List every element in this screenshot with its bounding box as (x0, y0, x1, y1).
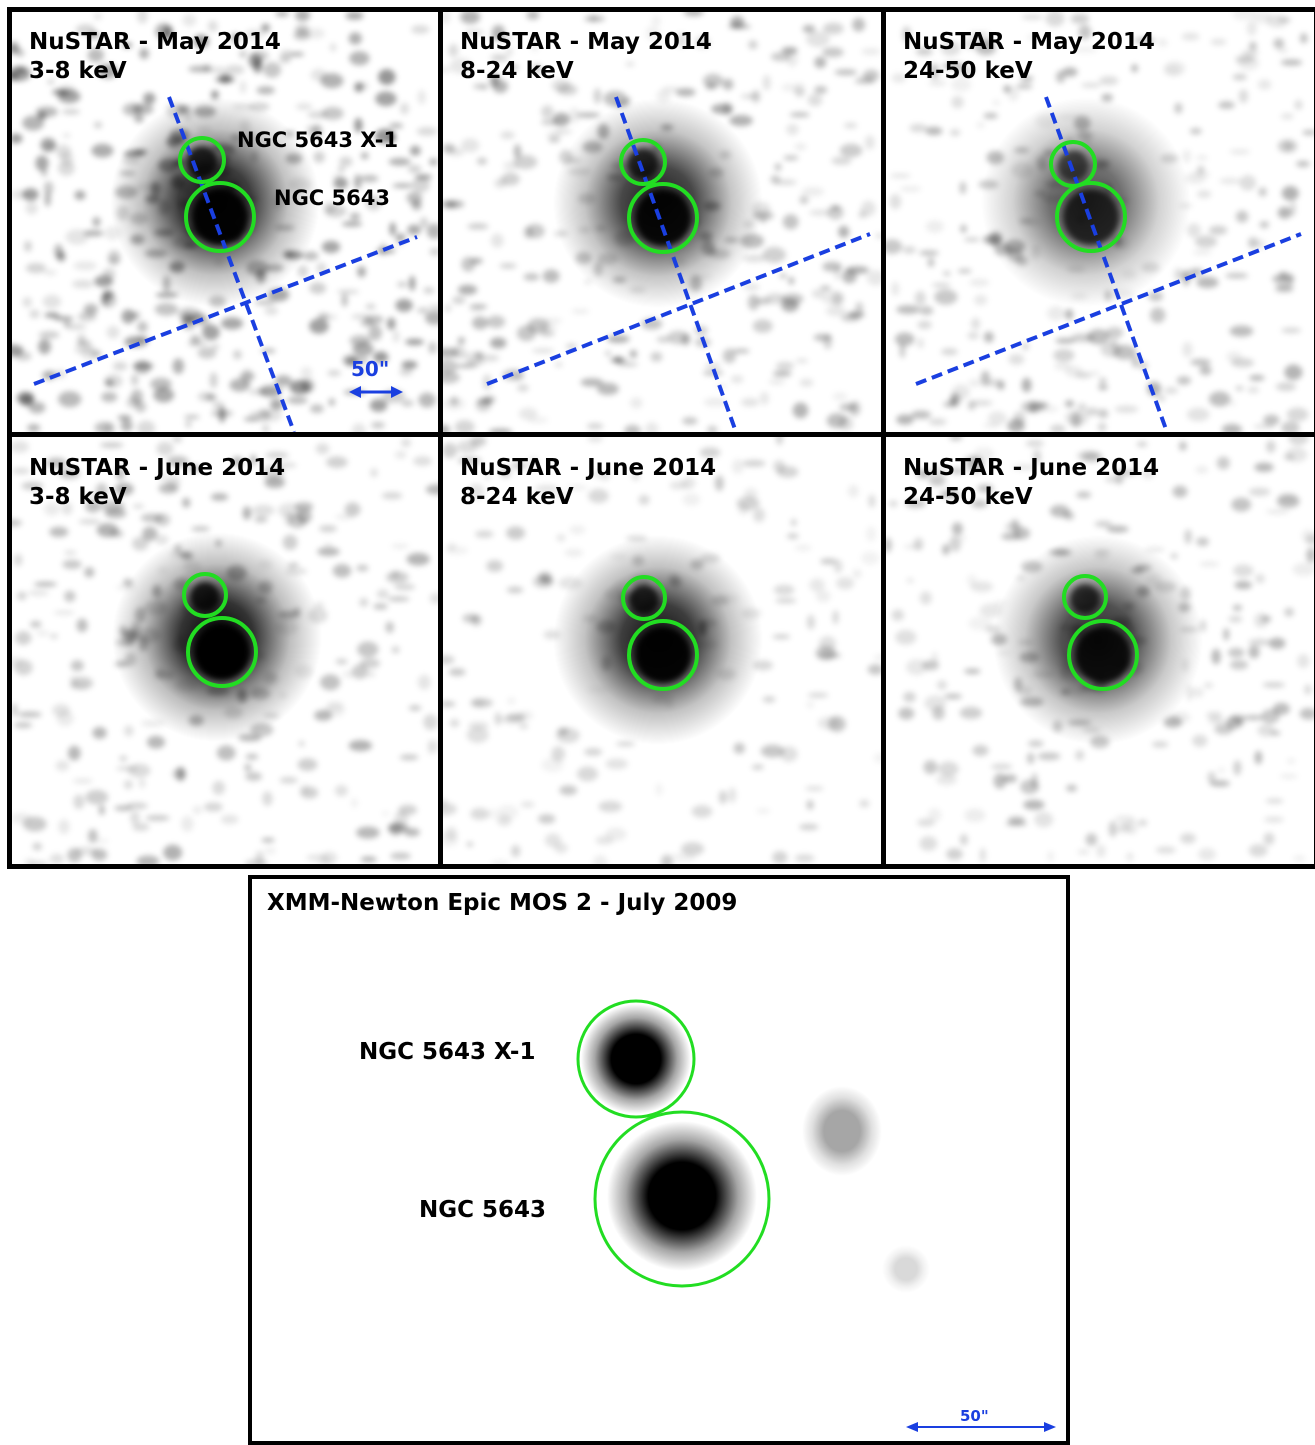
position-angle-line (1044, 96, 1169, 432)
panel-title: NuSTAR - June 2014 8-24 keV (460, 454, 716, 512)
panel-divider (881, 12, 886, 864)
nustar-panel-may-24-50: NuSTAR - May 2014 24-50 keV (886, 12, 1314, 432)
position-angle-line (915, 232, 1302, 386)
scale-bar-arrow (906, 1422, 918, 1432)
region-circle-x1 (621, 575, 667, 621)
panel-title-band: 24-50 keV (903, 58, 1033, 84)
x1-source (190, 582, 220, 612)
region-circle-nucleus (627, 619, 699, 691)
nustar-panel-may-8-24: NuSTAR - May 2014 8-24 keV (443, 12, 881, 432)
nucleus-source (607, 1121, 757, 1271)
region-circle-x1 (619, 138, 667, 186)
xmm-title: XMM-Newton Epic MOS 2 - July 2009 (267, 890, 738, 916)
nustar-image-may-8-24 (443, 12, 881, 432)
xmm-label-ngc5643-x1: NGC 5643 X-1 (359, 1039, 536, 1065)
region-circle-x1 (1062, 574, 1108, 620)
panel-title-epoch: NuSTAR - June 2014 (460, 455, 717, 481)
nustar-image-grid: NuSTAR - May 2014 3-8 keV NGC 5643 X-1 N… (7, 7, 1315, 869)
position-angle-line (167, 96, 296, 432)
region-circle-nucleus (627, 182, 699, 254)
nucleus-source (635, 190, 691, 246)
scale-bar-arrow (391, 386, 403, 398)
nustar-image-may-3-8 (12, 12, 438, 432)
panel-title-band: 3-8 keV (29, 58, 127, 84)
x1-source (581, 1004, 691, 1114)
panel-title-epoch: NuSTAR - May 2014 (903, 29, 1155, 55)
nustar-panel-may-3-8: NuSTAR - May 2014 3-8 keV NGC 5643 X-1 N… (12, 12, 438, 432)
scale-bar-label: 50" (351, 357, 390, 381)
faint-source (802, 1086, 882, 1176)
xmm-scale-bar-label: 50" (960, 1407, 989, 1425)
xmm-image (252, 879, 1066, 1441)
region-circle-x1 (178, 136, 226, 184)
point-sources (190, 582, 250, 680)
label-ngc5643: NGC 5643 (274, 186, 390, 210)
label-ngc5643-x1: NGC 5643 X-1 (237, 128, 399, 152)
nustar-panel-june-24-50: NuSTAR - June 2014 24-50 keV (886, 437, 1314, 864)
x1-source (1070, 584, 1100, 614)
x1-source (629, 585, 659, 615)
panel-divider (12, 432, 1314, 437)
faint-source (882, 1245, 930, 1293)
nucleus-source (1075, 627, 1131, 683)
point-sources (627, 148, 691, 246)
panel-title-band: 3-8 keV (29, 484, 127, 510)
region-circle-nucleus (1067, 619, 1139, 691)
region-circle-nucleus (1055, 181, 1127, 253)
panel-title: NuSTAR - May 2014 8-24 keV (460, 28, 712, 86)
region-circle-nucleus (184, 181, 256, 253)
point-sources (629, 585, 691, 683)
nustar-image-june-24-50 (886, 437, 1314, 864)
nucleus-source (194, 624, 250, 680)
xmm-label-ngc5643: NGC 5643 (419, 1197, 547, 1223)
panel-title-band: 8-24 keV (460, 484, 574, 510)
nustar-image-may-24-50 (886, 12, 1314, 432)
position-angle-line (33, 235, 418, 386)
region-circle-x1 (576, 999, 696, 1119)
region-circle-nucleus (593, 1110, 771, 1288)
region-circle-x1 (182, 572, 228, 618)
panel-title-epoch: NuSTAR - June 2014 (903, 455, 1160, 481)
x1-source (627, 148, 659, 180)
nucleus-source (635, 627, 691, 683)
panel-title: NuSTAR - June 2014 3-8 keV (29, 454, 285, 512)
panel-title: NuSTAR - May 2014 24-50 keV (903, 28, 1155, 86)
xmm-image-panel: XMM-Newton Epic MOS 2 - July 2009 NGC 56… (248, 875, 1070, 1445)
panel-title-band: 24-50 keV (903, 484, 1033, 510)
panel-title-epoch: NuSTAR - May 2014 (29, 29, 281, 55)
scale-bar-arrow (349, 386, 361, 398)
panel-title: NuSTAR - May 2014 3-8 keV (29, 28, 281, 86)
scale-bar-arrow (1044, 1422, 1056, 1432)
nustar-panel-june-3-8: NuSTAR - June 2014 3-8 keV (12, 437, 438, 864)
panel-title-epoch: NuSTAR - June 2014 (29, 455, 286, 481)
panel-title: NuSTAR - June 2014 24-50 keV (903, 454, 1159, 512)
position-angle-line (486, 232, 871, 386)
nustar-image-june-8-24 (443, 437, 881, 864)
nucleus-source (192, 189, 248, 245)
region-circle-nucleus (186, 616, 258, 688)
nustar-panel-june-8-24: NuSTAR - June 2014 8-24 keV (443, 437, 881, 864)
nustar-image-june-3-8 (12, 437, 438, 864)
panel-title-band: 8-24 keV (460, 58, 574, 84)
panel-divider (438, 12, 443, 864)
point-sources (1070, 584, 1131, 683)
panel-title-epoch: NuSTAR - May 2014 (460, 29, 712, 55)
position-angle-line (614, 96, 738, 432)
